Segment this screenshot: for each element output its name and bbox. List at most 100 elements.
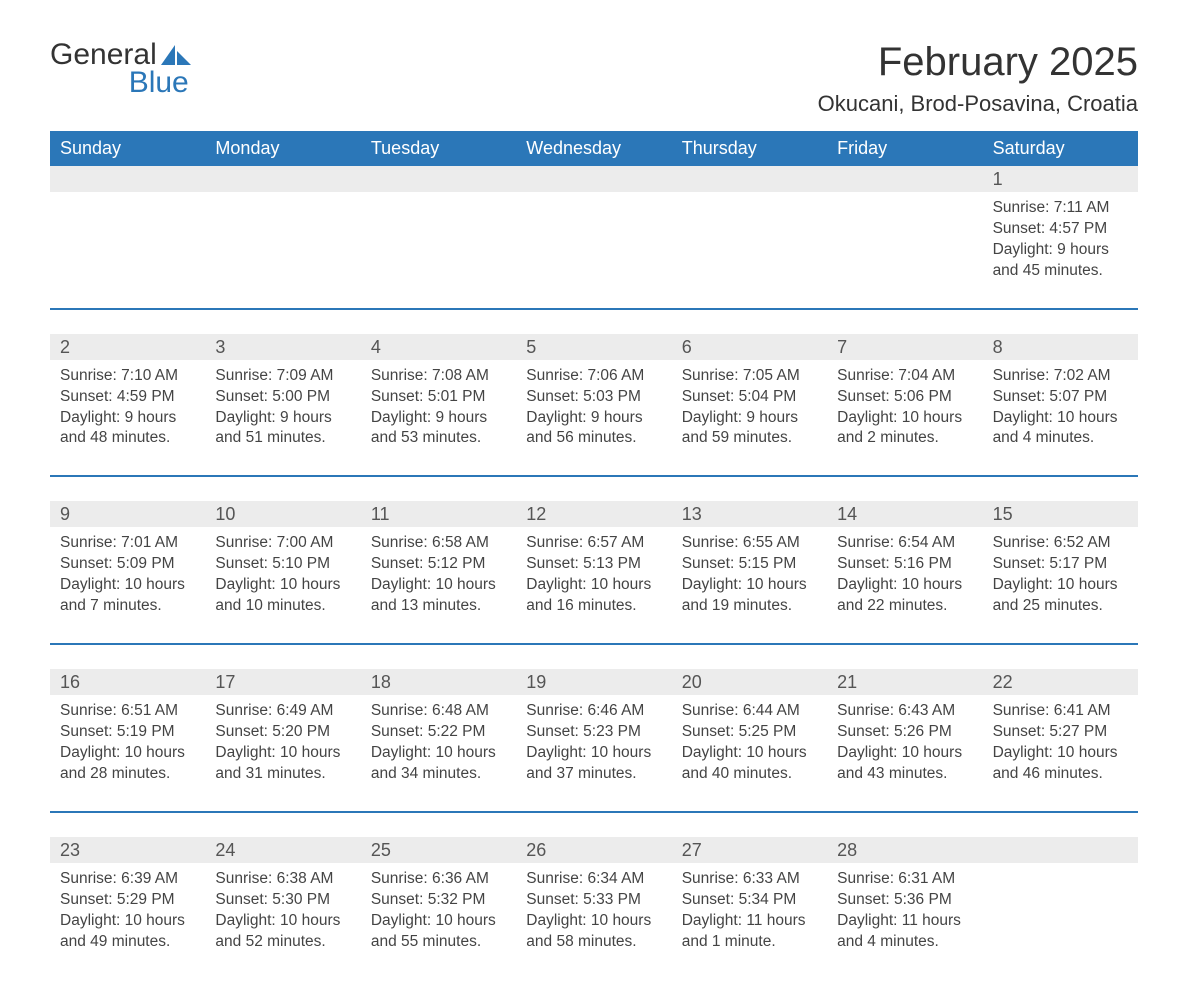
day-number: 12 [516,501,671,527]
logo-word2: Blue [50,68,195,98]
day-cell: Sunrise: 6:49 AMSunset: 5:20 PMDaylight:… [205,695,360,789]
day-number: 10 [205,501,360,527]
day-number: 23 [50,837,205,863]
day-cell: Sunrise: 7:10 AMSunset: 4:59 PMDaylight:… [50,360,205,454]
day-cell: Sunrise: 6:58 AMSunset: 5:12 PMDaylight:… [361,527,516,621]
sunrise-line: Sunrise: 6:44 AM [682,701,817,722]
day-number: 14 [827,501,982,527]
daylight-line: Daylight: 10 hours and 19 minutes. [682,575,817,617]
sunset-line: Sunset: 5:00 PM [215,387,350,408]
day-number: 6 [672,334,827,360]
sunset-line: Sunset: 5:06 PM [837,387,972,408]
title-block: February 2025 Okucani, Brod-Posavina, Cr… [818,40,1138,117]
sunset-line: Sunset: 5:01 PM [371,387,506,408]
day-number [983,837,1138,863]
day-number: 9 [50,501,205,527]
week-separator [50,475,1138,477]
day-number: 22 [983,669,1138,695]
daylight-line: Daylight: 10 hours and 49 minutes. [60,911,195,953]
daylight-line: Daylight: 10 hours and 25 minutes. [993,575,1128,617]
day-number [516,166,671,192]
sunset-line: Sunset: 5:32 PM [371,890,506,911]
day-cell: Sunrise: 6:48 AMSunset: 5:22 PMDaylight:… [361,695,516,789]
logo: General Blue [50,40,195,98]
day-cell [516,192,671,286]
day-cell: Sunrise: 7:11 AMSunset: 4:57 PMDaylight:… [983,192,1138,286]
day-cell: Sunrise: 6:38 AMSunset: 5:30 PMDaylight:… [205,863,360,957]
daylight-line: Daylight: 11 hours and 1 minute. [682,911,817,953]
day-number: 18 [361,669,516,695]
daylight-line: Daylight: 10 hours and 55 minutes. [371,911,506,953]
daycontent-row: Sunrise: 7:10 AMSunset: 4:59 PM Daylight:… [50,360,1138,454]
day-cell: Sunrise: 6:55 AMSunset: 5:15 PMDaylight:… [672,527,827,621]
sunrise-line: Sunrise: 6:31 AM [837,869,972,890]
daycontent-row: Sunrise: 6:39 AMSunset: 5:29 PMDaylight:… [50,863,1138,957]
sunrise-line: Sunrise: 6:39 AM [60,869,195,890]
week: 232425262728Sunrise: 6:39 AMSunset: 5:29… [50,837,1138,957]
sunrise-line: Sunrise: 6:51 AM [60,701,195,722]
daylight-line: Daylight: 10 hours and 10 minutes. [215,575,350,617]
daylight-line: Daylight: 10 hours and 13 minutes. [371,575,506,617]
sunrise-line: Sunrise: 7:02 AM [993,366,1128,387]
day-cell [672,192,827,286]
day-cell: Sunrise: 7:05 AMSunset: 5:04 PMDaylight:… [672,360,827,454]
weekday-label: Tuesday [361,131,516,166]
sunset-line: Sunset: 5:22 PM [371,722,506,743]
day-cell: Sunrise: 6:39 AMSunset: 5:29 PMDaylight:… [50,863,205,957]
daycontent-row: Sunrise: 7:01 AMSunset: 5:09 PMDaylight:… [50,527,1138,621]
sunset-line: Sunset: 5:36 PM [837,890,972,911]
sunset-line: Sunset: 5:33 PM [526,890,661,911]
day-cell: Sunrise: 6:43 AMSunset: 5:26 PMDaylight:… [827,695,982,789]
daylight-line: Daylight: 10 hours and 43 minutes. [837,743,972,785]
weekday-label: Saturday [983,131,1138,166]
sunrise-line: Sunrise: 6:43 AM [837,701,972,722]
week-separator [50,308,1138,310]
day-number: 5 [516,334,671,360]
daylight-line: Daylight: 9 hours and 59 minutes. [682,408,817,450]
daylight-line: Daylight: 10 hours and 16 minutes. [526,575,661,617]
sunset-line: Sunset: 5:12 PM [371,554,506,575]
week: 1Sunrise: 7:11 AMSunset: 4:57 PMDaylight… [50,166,1138,286]
day-number: 1 [983,166,1138,192]
day-cell: Sunrise: 6:51 AMSunset: 5:19 PMDaylight:… [50,695,205,789]
sunset-line: Sunset: 5:30 PM [215,890,350,911]
day-cell: Sunrise: 6:54 AMSunset: 5:16 PMDaylight:… [827,527,982,621]
week-separator [50,811,1138,813]
week: 9101112131415Sunrise: 7:01 AMSunset: 5:0… [50,501,1138,621]
sunrise-line: Sunrise: 7:00 AM [215,533,350,554]
logo-sail-icon [161,43,195,67]
day-cell [205,192,360,286]
weekday-label: Monday [205,131,360,166]
sunrise-line: Sunrise: 6:49 AM [215,701,350,722]
day-number: 15 [983,501,1138,527]
daylight-line: Daylight: 10 hours and 52 minutes. [215,911,350,953]
sunrise-line: Sunrise: 6:41 AM [993,701,1128,722]
weekday-header: SundayMondayTuesdayWednesdayThursdayFrid… [50,131,1138,166]
day-cell [361,192,516,286]
sunset-line: Sunset: 5:09 PM [60,554,195,575]
daylight-line: Daylight: 9 hours and 56 minutes. [526,408,661,450]
day-number: 2 [50,334,205,360]
sunset-line: Sunset: 4:59 PM [60,387,195,408]
sunrise-line: Sunrise: 6:33 AM [682,869,817,890]
daylight-line: Daylight: 9 hours and 45 minutes. [993,240,1128,282]
daylight-line: Daylight: 10 hours and 40 minutes. [682,743,817,785]
daynum-row: 2345678 [50,334,1138,360]
sunset-line: Sunset: 5:07 PM [993,387,1128,408]
sunset-line: Sunset: 5:26 PM [837,722,972,743]
day-number: 7 [827,334,982,360]
daylight-line: Daylight: 10 hours and 34 minutes. [371,743,506,785]
sunset-line: Sunset: 5:16 PM [837,554,972,575]
sunset-line: Sunset: 5:10 PM [215,554,350,575]
daylight-line: Daylight: 10 hours and 2 minutes. [837,408,972,450]
calendar: SundayMondayTuesdayWednesdayThursdayFrid… [50,131,1138,956]
day-number [50,166,205,192]
sunset-line: Sunset: 5:27 PM [993,722,1128,743]
weekday-label: Wednesday [516,131,671,166]
sunrise-line: Sunrise: 6:48 AM [371,701,506,722]
day-cell: Sunrise: 7:09 AMSunset: 5:00 PMDaylight:… [205,360,360,454]
sunrise-line: Sunrise: 7:10 AM [60,366,195,387]
day-cell: Sunrise: 7:01 AMSunset: 5:09 PMDaylight:… [50,527,205,621]
daynum-row: 9101112131415 [50,501,1138,527]
sunset-line: Sunset: 5:15 PM [682,554,817,575]
